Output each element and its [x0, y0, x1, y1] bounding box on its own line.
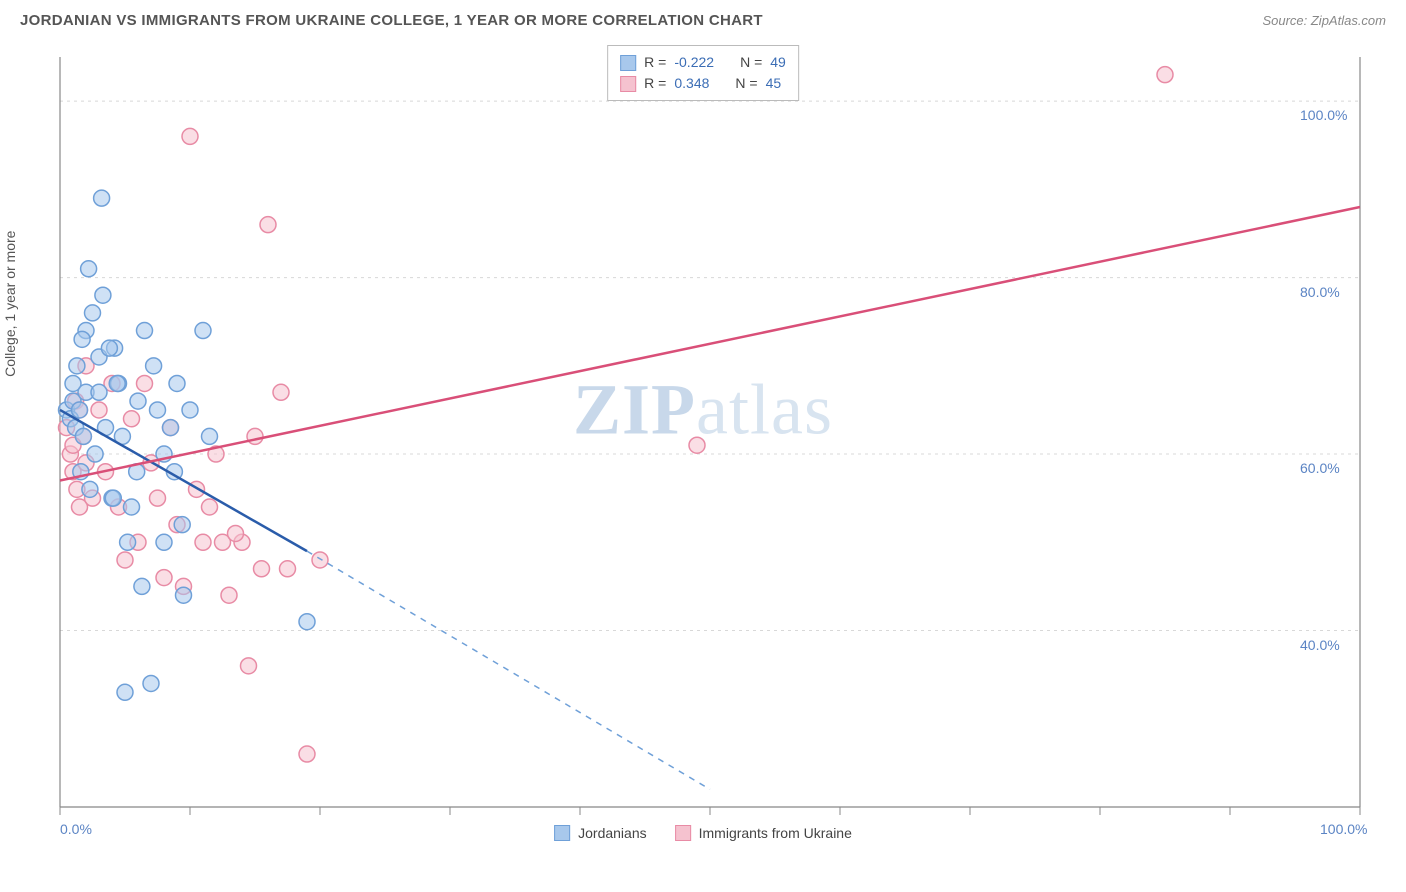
x-tick-label: 0.0%	[60, 821, 92, 837]
y-tick-label: 80.0%	[1300, 284, 1340, 300]
chart-source: Source: ZipAtlas.com	[1262, 13, 1386, 28]
bottom-legend: Jordanians Immigrants from Ukraine	[554, 825, 852, 841]
chart-header: JORDANIAN VS IMMIGRANTS FROM UKRAINE COL…	[0, 0, 1406, 37]
chart-container: ZIPatlas College, 1 year or more R = -0.…	[20, 37, 1386, 847]
y-tick-label: 40.0%	[1300, 637, 1340, 653]
bottom-legend-label: Jordanians	[578, 825, 647, 841]
stat-legend-row: R = 0.348 N = 45	[620, 73, 786, 94]
legend-swatch-ukraine	[620, 76, 636, 92]
legend-swatch-jordanians	[554, 825, 570, 841]
scatter-chart	[20, 37, 1386, 847]
chart-title: JORDANIAN VS IMMIGRANTS FROM UKRAINE COL…	[20, 12, 763, 29]
y-axis-label: College, 1 year or more	[2, 231, 18, 377]
bottom-legend-item: Immigrants from Ukraine	[675, 825, 852, 841]
bottom-legend-item: Jordanians	[554, 825, 647, 841]
y-tick-label: 60.0%	[1300, 460, 1340, 476]
stat-legend: R = -0.222 N = 49 R = 0.348 N = 45	[607, 45, 799, 101]
legend-swatch-ukraine	[675, 825, 691, 841]
y-tick-label: 100.0%	[1300, 107, 1347, 123]
stat-legend-row: R = -0.222 N = 49	[620, 52, 786, 73]
x-tick-label: 100.0%	[1320, 821, 1367, 837]
legend-swatch-jordanians	[620, 55, 636, 71]
bottom-legend-label: Immigrants from Ukraine	[699, 825, 852, 841]
